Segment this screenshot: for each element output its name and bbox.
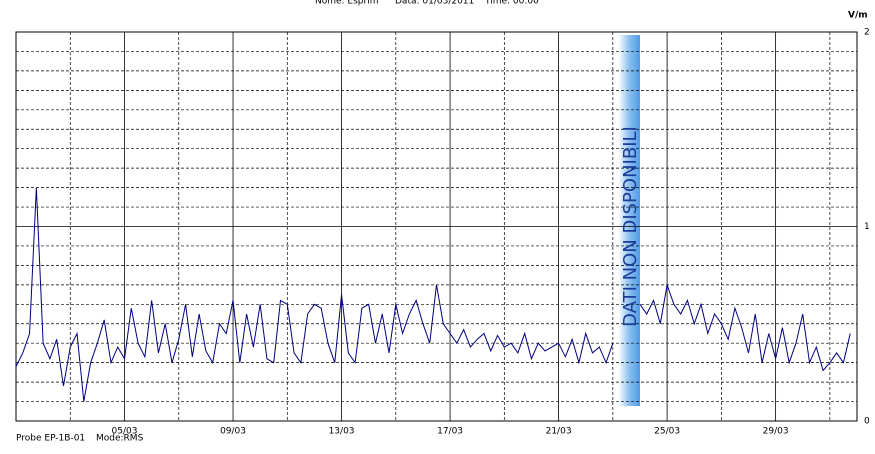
x-tick-label: 25/03 [654,427,680,437]
gap-band [618,35,640,406]
y-axis-label: V/m [848,11,868,21]
header-text: Data: 01/03/2011 [395,0,474,7]
y-tick-label: 0 [864,417,870,427]
probe: Probe EP-1B-01 [16,434,85,444]
x-tick-label: 17/03 [437,427,463,437]
header-text: Nome: Esprim [315,0,379,7]
line-series [15,187,851,402]
x-tick-label: 09/03 [220,427,246,437]
mode: Mode:RMS [96,434,144,444]
plot-border [15,31,858,422]
x-tick-label: 29/03 [763,427,789,437]
y-tick-label: 2 [864,28,870,38]
header-text: Time: 00:00 [484,0,539,7]
y-tick-label: 1 [864,222,870,232]
annotation: DATI NON DISPONIBILI [620,126,641,327]
x-tick-label: 21/03 [546,427,572,437]
x-tick-label: 13/03 [329,427,355,437]
x-tick-label: 05/03 [112,427,138,437]
